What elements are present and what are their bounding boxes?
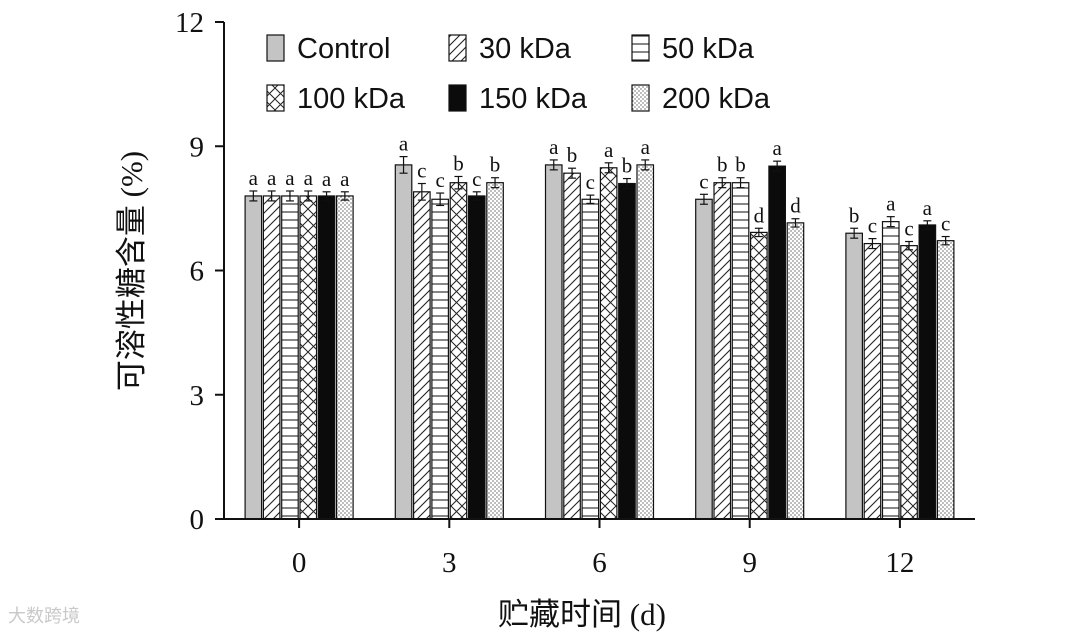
legend-swatch — [631, 84, 650, 112]
bar — [413, 191, 431, 520]
x-tick-label: 3 — [442, 547, 457, 579]
bar — [863, 242, 882, 520]
x-axis-title: 贮藏时间 (d) — [498, 597, 666, 632]
x-tick-label: 6 — [592, 547, 607, 579]
significance-label: b — [453, 151, 464, 175]
significance-label: a — [322, 167, 332, 191]
legend-label: 200 kDa — [662, 83, 771, 115]
significance-label: a — [772, 136, 782, 160]
significance-label: a — [249, 166, 259, 190]
legend-label: Control — [297, 33, 391, 65]
significance-label: d — [754, 203, 765, 227]
bar — [713, 182, 732, 520]
legend-label: 50 kDa — [662, 33, 755, 65]
y-tick-label: 12 — [175, 7, 204, 39]
bar — [262, 195, 281, 520]
bar — [244, 195, 263, 520]
significance-label: c — [472, 167, 481, 191]
significance-label: b — [849, 203, 860, 227]
significance-label: c — [699, 169, 708, 193]
bar — [299, 195, 318, 520]
significance-label: c — [868, 214, 877, 238]
significance-label: a — [340, 167, 350, 191]
significance-label: b — [622, 154, 633, 178]
significance-label: c — [941, 212, 950, 236]
bar — [431, 198, 449, 520]
x-tick-label: 12 — [885, 547, 914, 579]
bar — [749, 231, 768, 520]
bar — [881, 221, 900, 520]
significance-label: b — [490, 153, 501, 177]
significance-label: b — [735, 153, 746, 177]
y-tick-label: 3 — [190, 380, 205, 412]
bar — [336, 195, 354, 520]
significance-label: a — [604, 138, 614, 162]
x-tick-label: 0 — [292, 547, 307, 579]
significance-label: c — [904, 217, 913, 241]
legend-label: 150 kDa — [479, 83, 588, 115]
bar — [936, 240, 955, 520]
significance-label: d — [790, 194, 801, 218]
significance-label: c — [417, 159, 426, 183]
legend-swatch — [266, 34, 285, 62]
bar — [768, 165, 787, 520]
bar — [731, 182, 750, 520]
significance-label: a — [923, 196, 933, 220]
x-tick-label: 9 — [742, 547, 757, 579]
axes: 可溶性糖含量 (%) 贮藏时间 (d) 0 3 6 9 12 0 3 6 9 12 — [114, 7, 975, 632]
significance-label: c — [435, 168, 444, 192]
y-tick-label: 9 — [190, 131, 205, 163]
y-tick-label: 6 — [190, 256, 205, 288]
significance-label: b — [717, 153, 728, 177]
significance-label: a — [285, 166, 295, 190]
bar — [845, 232, 864, 520]
legend-swatch — [266, 84, 285, 112]
significance-label: c — [586, 170, 595, 194]
bar — [544, 164, 563, 520]
legend-swatch — [631, 34, 650, 62]
bar — [394, 164, 413, 520]
legend-swatch — [448, 84, 467, 112]
bar — [563, 172, 581, 520]
significance-label: a — [304, 166, 314, 190]
legend-label: 30 kDa — [479, 33, 572, 65]
bar — [599, 167, 618, 520]
legend-label: 100 kDa — [297, 83, 406, 115]
significance-label: a — [267, 166, 277, 190]
bar — [695, 198, 713, 520]
bar — [786, 222, 805, 520]
significance-label: a — [399, 132, 409, 156]
bar — [618, 182, 636, 520]
significance-label: a — [641, 135, 651, 159]
bar — [581, 198, 600, 520]
bar — [900, 245, 918, 520]
y-axis-title: 可溶性糖含量 (%) — [114, 151, 149, 391]
bar — [449, 182, 468, 520]
bar — [317, 195, 336, 520]
watermark: 大数跨境 — [8, 606, 80, 627]
bar — [281, 195, 299, 520]
legend-swatch — [448, 34, 467, 62]
legend: Control 30 kDa 50 kDa 100 kDa 150 kDa 200 kDa — [266, 33, 771, 115]
significance-label: a — [549, 135, 559, 159]
significance-label: b — [567, 143, 578, 167]
significance-label: a — [886, 192, 896, 216]
bar — [918, 224, 937, 520]
bar — [636, 164, 655, 520]
y-tick-label: 0 — [190, 504, 205, 536]
bar — [467, 195, 486, 520]
bar — [486, 182, 504, 520]
